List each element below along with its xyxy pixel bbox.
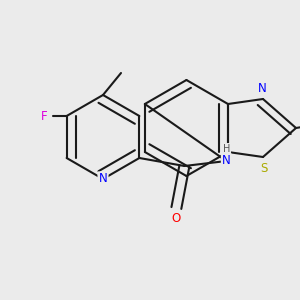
Text: N: N [258,82,266,94]
Text: N: N [222,154,231,167]
Text: F: F [41,110,48,122]
Text: H: H [223,144,230,154]
Text: N: N [99,172,107,185]
Text: O: O [172,212,181,224]
Text: S: S [260,161,268,175]
